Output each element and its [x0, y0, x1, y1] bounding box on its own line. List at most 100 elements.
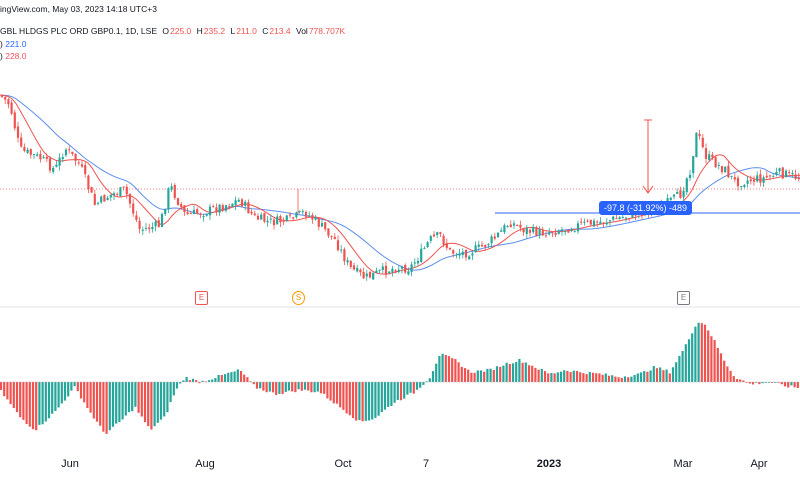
- candle: [468, 255, 471, 260]
- histogram-bar: [291, 382, 294, 392]
- candle: [109, 194, 112, 202]
- candle: [564, 230, 567, 236]
- earnings-marker-2[interactable]: E: [677, 291, 690, 305]
- candle: [260, 212, 263, 220]
- histogram-bar: [153, 382, 156, 427]
- candle: [532, 223, 535, 234]
- candle: [397, 265, 400, 274]
- histogram-bar: [412, 382, 415, 394]
- histogram-bar: [678, 355, 681, 382]
- candle: [183, 205, 186, 216]
- histogram-bar: [758, 382, 761, 385]
- candle: [788, 169, 791, 175]
- candle: [759, 169, 762, 187]
- candle: [231, 203, 234, 208]
- candle: [148, 223, 151, 234]
- candle: [404, 263, 407, 275]
- candle: [573, 230, 576, 233]
- histogram-bar: [563, 370, 566, 382]
- candle: [762, 175, 765, 187]
- histogram-bar: [255, 382, 259, 389]
- high-label: H: [196, 26, 203, 36]
- histogram-bar: [399, 382, 403, 401]
- candle: [180, 201, 183, 210]
- histogram-bar: [521, 362, 524, 382]
- candle: [557, 229, 560, 235]
- histogram-bar: [159, 382, 163, 420]
- candle: [544, 231, 548, 238]
- histogram-bar: [227, 372, 230, 382]
- x-tick-label: 2023: [537, 458, 561, 470]
- candle: [436, 231, 439, 238]
- candle: [372, 272, 375, 280]
- histogram-bar: [787, 382, 790, 388]
- histogram-bar: [284, 382, 287, 392]
- candle: [170, 183, 173, 192]
- histogram-bar: [191, 378, 195, 382]
- histogram-bar: [358, 382, 361, 421]
- histogram-bar: [687, 339, 691, 382]
- candle: [423, 246, 426, 250]
- candle: [692, 155, 695, 178]
- split-marker[interactable]: S: [292, 291, 305, 305]
- histogram-bar: [19, 382, 22, 418]
- candle: [4, 96, 7, 105]
- candle: [352, 262, 356, 271]
- candle: [506, 225, 509, 228]
- histogram-bar: [406, 382, 409, 395]
- volume-label: Vol: [296, 26, 308, 36]
- histogram-bar: [355, 382, 358, 421]
- histogram-bar: [489, 368, 492, 382]
- histogram-bar: [451, 358, 454, 382]
- candle: [576, 220, 580, 234]
- histogram-bar: [777, 382, 780, 383]
- candle: [279, 214, 282, 228]
- open-label: O: [162, 26, 169, 36]
- histogram-bar: [300, 382, 303, 391]
- candle: [234, 196, 237, 210]
- histogram-bar: [307, 382, 310, 391]
- candle: [410, 261, 413, 277]
- x-tick-label: Mar: [674, 458, 693, 470]
- candle: [292, 216, 295, 221]
- candle: [84, 161, 87, 178]
- histogram-bar: [246, 377, 249, 382]
- histogram-bar: [527, 365, 531, 382]
- histogram-bar: [220, 375, 223, 382]
- candle: [720, 165, 724, 175]
- candle: [368, 271, 372, 279]
- candle: [538, 226, 541, 239]
- candle: [548, 228, 551, 236]
- candle: [714, 155, 717, 168]
- histogram-bar: [118, 382, 121, 423]
- histogram-bar: [502, 365, 505, 382]
- histogram-bar: [297, 382, 300, 390]
- candle: [378, 269, 381, 274]
- histogram-bar: [467, 369, 470, 382]
- histogram-bar: [700, 323, 703, 382]
- histogram-bar: [268, 382, 271, 392]
- histogram-bar: [761, 382, 764, 384]
- candle: [580, 217, 583, 226]
- candle: [157, 216, 160, 228]
- histogram-bar: [780, 382, 783, 385]
- candle: [772, 173, 775, 178]
- candle: [26, 147, 29, 155]
- histogram-bar: [67, 382, 70, 397]
- candle: [256, 213, 260, 221]
- candle: [765, 171, 768, 179]
- candle: [218, 203, 221, 217]
- earnings-marker[interactable]: E: [195, 291, 208, 305]
- candle: [100, 195, 103, 204]
- histogram-bar: [156, 382, 159, 423]
- candle: [189, 211, 192, 215]
- candle: [128, 193, 132, 209]
- histogram-bar: [105, 382, 108, 434]
- candle: [240, 198, 244, 208]
- histogram-bar: [623, 376, 627, 382]
- histogram-bar: [665, 369, 668, 382]
- histogram-bar: [396, 382, 399, 400]
- histogram-bar: [771, 382, 774, 383]
- histogram-bar: [41, 382, 44, 425]
